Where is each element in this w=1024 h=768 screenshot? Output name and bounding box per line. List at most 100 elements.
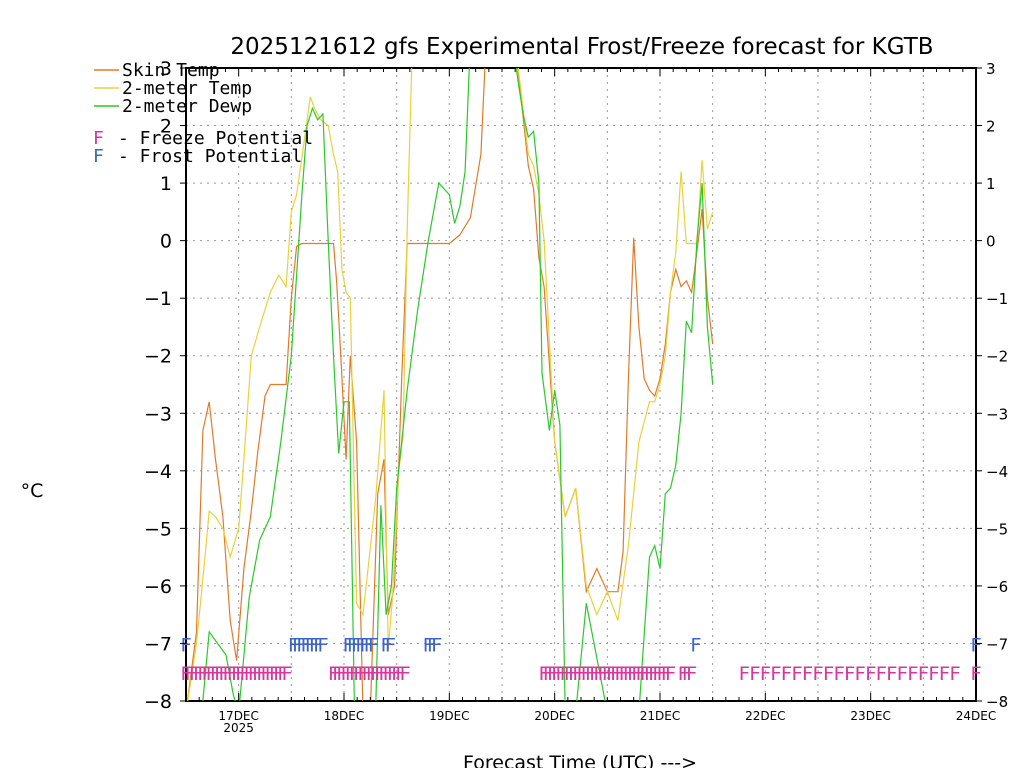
freeze-marker: F [357,663,368,685]
y-tick-label-right: −6 [986,578,1008,596]
freeze-marker: F [781,663,792,685]
y-tick-label-right: −1 [986,290,1008,308]
freeze-marker: F [770,663,781,685]
freeze-marker: F [374,663,385,685]
freeze-marker: F [551,663,562,685]
freeze-marker: F [606,663,617,685]
freeze-marker: F [833,663,844,685]
freeze-marker: F [739,663,750,685]
freeze-marker: F [345,663,356,685]
x-tick-sublabel: 2025 [223,721,254,735]
freeze-marker: F [252,663,263,685]
freeze-marker: F [610,663,621,685]
freeze-marker: F [260,663,271,685]
freeze-marker: F [854,663,865,685]
freeze-marker: F [665,663,676,685]
frost-marker: F [351,634,362,656]
freeze-marker: F [623,663,634,685]
freeze-marker: F [886,663,897,685]
freeze-marker: F [391,663,402,685]
freeze-marker: F [585,663,596,685]
x-tick-label: 19DEC [429,709,469,723]
legend-label: 2-meter Temp [122,78,252,99]
freeze-marker: F [248,663,259,685]
y-tick-label-left: 3 [160,58,172,80]
potential-legend-marker: F [93,128,104,149]
freeze-marker: F [760,663,771,685]
y-tick-label-right: 0 [986,233,996,251]
freeze-marker: F [399,663,410,685]
frost-marker: F [355,634,366,656]
series-line-skin-temp [186,68,714,701]
freeze-marker: F [340,663,351,685]
frost-marker: F [385,634,396,656]
freeze-marker: F [555,663,566,685]
freeze-marker: F [387,663,398,685]
freeze-marker: F [353,663,364,685]
y-tick-label-right: 3 [986,60,996,78]
freeze-marker: F [677,663,688,685]
y-tick-label-left: −4 [144,461,172,483]
x-tick-label: 23DEC [850,709,890,723]
freeze-marker: F [907,663,918,685]
frost-marker: F [690,634,701,656]
freeze-marker: F [395,663,406,685]
potential-legend-label: - Frost Potential [118,146,302,167]
frost-marker: F [368,634,379,656]
freeze-marker: F [568,663,579,685]
y-tick-label-left: −6 [144,576,172,598]
freeze-marker: F [686,663,697,685]
freeze-marker: F [197,663,208,685]
y-tick-label-right: 1 [986,175,996,193]
freeze-marker: F [802,663,813,685]
frost-marker: F [292,634,303,656]
series-layer [186,68,714,701]
freeze-marker: F [644,663,655,685]
chart-title: 2025121612 gfs Experimental Frost/Freeze… [230,34,933,60]
legend-label: Skin Temp [122,60,220,81]
freeze-marker: F [361,663,372,685]
freeze-marker: F [640,663,651,685]
freeze-marker: F [602,663,613,685]
grid-lines [186,68,976,701]
freeze-marker: F [559,663,570,685]
freeze-marker: F [597,663,608,685]
freeze-marker: F [243,663,254,685]
freeze-marker: F [564,663,575,685]
y-tick-label-right: 2 [986,118,996,136]
freeze-marker: F [661,663,672,685]
freeze-marker: F [332,663,343,685]
x-tick-label: 21DEC [640,709,680,723]
frost-marker: F [288,634,299,656]
frost-marker: F [380,634,391,656]
y-tick-label-left: 1 [160,173,172,195]
freeze-marker: F [823,663,834,685]
series-line-2-meter-temp [187,68,714,701]
y-tick-label-right: −7 [986,635,1008,653]
freeze-marker: F [631,663,642,685]
freeze-marker: F [547,663,558,685]
freeze-marker: F [180,663,191,685]
frost-marker: F [359,634,370,656]
freeze-marker: F [201,663,212,685]
y-tick-label-left: −3 [144,403,172,425]
frost-marker: F [180,634,191,656]
freeze-marker: F [844,663,855,685]
freeze-marker: F [749,663,760,685]
freeze-marker: F [593,663,604,685]
x-tick-label: 20DEC [534,709,574,723]
series-line-2-meter-dewp [202,68,714,701]
freeze-marker: F [543,663,554,685]
y-tick-label-left: 0 [160,231,172,253]
y-tick-label-left: 2 [160,116,172,138]
x-axis-label: Forecast Time (UTC) ---> [463,752,697,768]
freeze-marker: F [256,663,267,685]
y-tick-label-left: −1 [144,288,172,310]
freeze-marker: F [214,663,225,685]
freeze-marker: F [928,663,939,685]
x-tick-label: 18DEC [324,709,364,723]
freeze-marker: F [970,663,981,685]
y-tick-label-right: −4 [986,463,1008,481]
frost-marker: F [423,634,434,656]
